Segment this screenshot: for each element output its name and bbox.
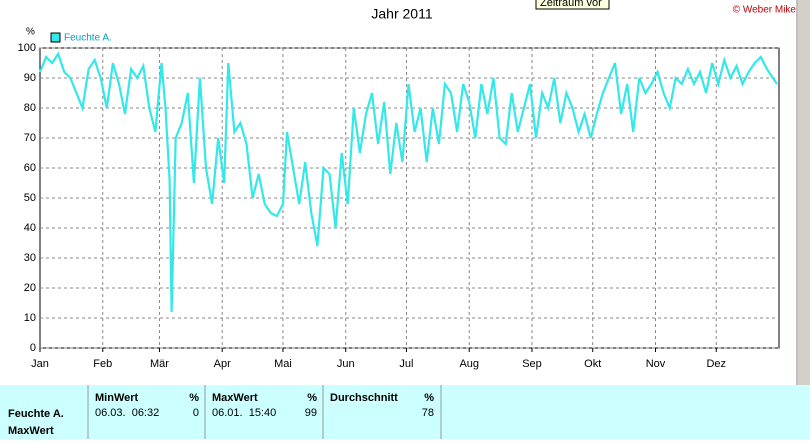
col-unit: %: [189, 392, 199, 404]
y-tick-label: 90: [24, 72, 36, 84]
tooltip: Zeitraum vor: [540, 0, 602, 9]
data-line: [38, 51, 778, 313]
x-tick-label: Aug: [459, 358, 479, 370]
copyright: © Weber Mike: [733, 5, 797, 16]
col-unit: %: [424, 392, 434, 404]
y-tick-label: 60: [24, 162, 36, 174]
y-tick-label: 80: [24, 102, 36, 114]
y-axis-label: %: [26, 27, 35, 38]
x-tick-label: Jun: [337, 358, 355, 370]
plot: 0 10 20 30 40 50 60 70 80 90 100 Jan Feb Mär Apr Mai Jun…: [18, 42, 780, 370]
x-tick-label: Apr: [214, 358, 231, 370]
x-tick-label: Jul: [399, 358, 413, 370]
cell-value: 0: [193, 407, 199, 419]
x-tick-label: Okt: [584, 358, 601, 370]
cell-time: 06.01. 15:40: [212, 407, 276, 419]
col-header: MinWert: [95, 392, 139, 404]
y-tick-label: 40: [24, 222, 36, 234]
col-header: Durchschnitt: [330, 392, 398, 404]
cell-value: 78: [422, 407, 434, 419]
x-tick-label: Nov: [646, 358, 666, 370]
y-tick-label: 100: [18, 42, 36, 54]
x-tick-label: Jan: [31, 358, 49, 370]
y-tick-label: 20: [24, 282, 36, 294]
col-unit: %: [307, 392, 317, 404]
tooltip-box: [535, 0, 610, 10]
y-tick-label: 50: [24, 192, 36, 204]
cell-value: 99: [305, 407, 317, 419]
chart-title: Jahr 2011: [371, 6, 432, 22]
x-tick-label: Sep: [522, 358, 542, 370]
col-header: MaxWert: [212, 392, 258, 404]
scrollbar[interactable]: [798, 0, 810, 385]
row-label: MaxWert: [8, 425, 54, 437]
table-panel: [0, 385, 810, 439]
x-tick-label: Dez: [706, 358, 726, 370]
legend-swatch: [50, 32, 61, 43]
row-label: Feuchte A.: [8, 408, 64, 420]
y-tick-label: 70: [24, 132, 36, 144]
x-tick-label: Mär: [150, 358, 169, 370]
y-tick-label: 30: [24, 252, 36, 264]
cell-time: 06.03. 06:32: [95, 407, 159, 419]
y-tick-label: 10: [24, 312, 36, 324]
y-tick-label: 0: [30, 342, 36, 354]
x-tick-label: Mai: [274, 358, 292, 370]
x-tick-label: Feb: [93, 358, 112, 370]
legend-label: Feuchte A.: [64, 33, 112, 44]
